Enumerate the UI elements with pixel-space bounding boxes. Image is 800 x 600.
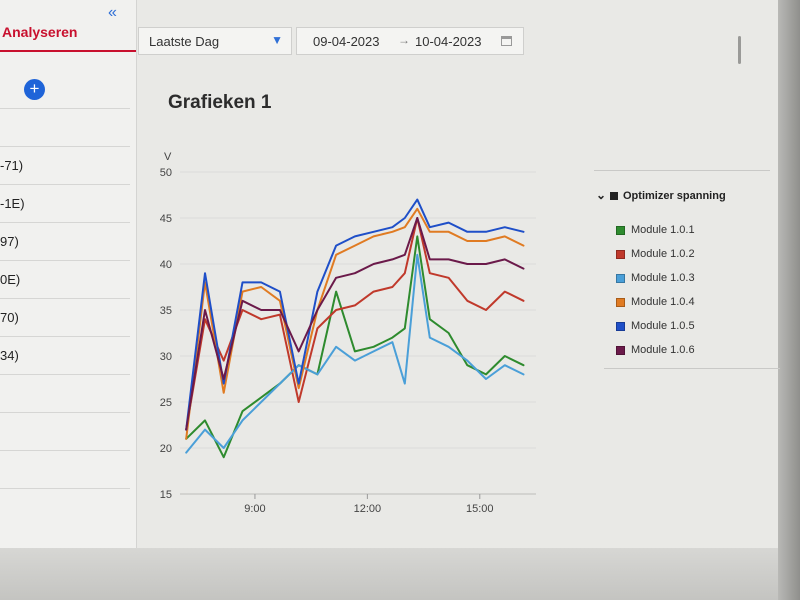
y-tick-label: 35 xyxy=(160,305,172,317)
date-from: 09-04-2023 xyxy=(313,34,380,49)
legend-swatch xyxy=(616,297,625,307)
sidebar-item[interactable]: 34) xyxy=(0,336,130,374)
sidebar-item[interactable] xyxy=(0,374,130,412)
monitor-bezel-bottom xyxy=(0,548,800,600)
scrollbar-thumb[interactable] xyxy=(738,36,741,64)
series-line xyxy=(185,253,525,454)
sidebar-item[interactable]: 70) xyxy=(0,298,130,336)
y-tick-label: 30 xyxy=(160,351,172,363)
x-tick-label: 15:00 xyxy=(466,503,494,515)
y-tick-label: 20 xyxy=(160,443,172,455)
sidebar-item[interactable] xyxy=(0,488,130,526)
period-select-value: Laatste Dag xyxy=(149,34,220,49)
x-tick-label: 9:00 xyxy=(244,503,265,515)
legend-item[interactable]: Module 1.0.3 xyxy=(616,266,695,290)
legend-item[interactable]: Module 1.0.1 xyxy=(616,218,695,242)
legend-label: Module 1.0.5 xyxy=(631,320,695,332)
legend-label: Module 1.0.1 xyxy=(631,224,695,236)
legend-swatch xyxy=(616,321,625,331)
legend-item[interactable]: Module 1.0.2 xyxy=(616,242,695,266)
y-tick-label: 50 xyxy=(160,167,172,179)
y-tick-label: 40 xyxy=(160,259,172,271)
sidebar-item[interactable] xyxy=(0,450,130,488)
divider xyxy=(594,170,770,171)
legend-swatch xyxy=(616,345,625,355)
legend-item[interactable]: Module 1.0.5 xyxy=(616,314,695,338)
date-to: 10-04-2023 xyxy=(415,34,482,49)
legend-item[interactable]: Module 1.0.4 xyxy=(616,290,695,314)
legend-item[interactable]: Module 1.0.6 xyxy=(616,338,695,362)
legend-swatch xyxy=(616,225,625,235)
sidebar-item[interactable]: -1E) xyxy=(0,184,130,222)
y-tick-label: 15 xyxy=(160,489,172,501)
sidebar-item[interactable] xyxy=(0,108,130,146)
series-line xyxy=(185,198,525,431)
legend-label: Module 1.0.4 xyxy=(631,296,695,308)
legend-label: Module 1.0.6 xyxy=(631,344,695,356)
x-tick-label: 12:00 xyxy=(354,503,382,515)
sidebar-title: Analyseren xyxy=(2,24,78,40)
sidebar-item[interactable]: 97) xyxy=(0,222,130,260)
sidebar-item[interactable]: -71) xyxy=(0,146,130,184)
legend-items: Module 1.0.1 Module 1.0.2 Module 1.0.3 Modu… xyxy=(616,218,695,362)
chevron-down-icon: ⌄ xyxy=(596,188,607,202)
series-line xyxy=(185,217,525,431)
legend-label: Module 1.0.3 xyxy=(631,272,695,284)
divider xyxy=(604,368,780,369)
sidebar-header: Analyseren « xyxy=(0,0,136,52)
legend-group-label: Optimizer spanning xyxy=(623,190,726,202)
series-line xyxy=(185,235,525,459)
panel-title: Grafieken 1 xyxy=(168,92,272,113)
chevron-down-icon: ▼ xyxy=(271,33,283,47)
date-range-picker[interactable]: 09-04-2023 → 10-04-2023 xyxy=(296,27,524,55)
line-chart: 50 45 40 35 30 25 20 15 V 9:00 12:00 15:00 xyxy=(160,151,536,515)
plus-icon[interactable]: + xyxy=(24,79,45,100)
sidebar-item[interactable]: 0E) xyxy=(0,260,130,298)
sidebar-item[interactable] xyxy=(0,412,130,450)
legend-group-toggle[interactable]: ⌄ Optimizer spanning xyxy=(596,188,726,202)
y-tick-label: 25 xyxy=(160,397,172,409)
period-select[interactable]: Laatste Dag ▼ xyxy=(138,27,292,55)
y-axis-label: V xyxy=(164,151,172,163)
series-line xyxy=(185,217,525,431)
square-icon xyxy=(610,192,618,201)
range-arrow: → xyxy=(398,33,410,47)
sidebar: Analyseren « + -71) -1E) 97) 0E) 70) 34) xyxy=(0,0,137,548)
legend-label: Module 1.0.2 xyxy=(631,248,695,260)
double-chevron-left-icon[interactable]: « xyxy=(108,4,117,21)
sidebar-list: -71) -1E) 97) 0E) 70) 34) xyxy=(0,108,130,526)
y-tick-label: 45 xyxy=(160,213,172,225)
legend-swatch xyxy=(616,249,625,259)
legend-swatch xyxy=(616,273,625,283)
calendar-icon xyxy=(501,36,512,46)
monitor-bezel-right xyxy=(778,0,800,600)
series-line xyxy=(185,207,525,440)
